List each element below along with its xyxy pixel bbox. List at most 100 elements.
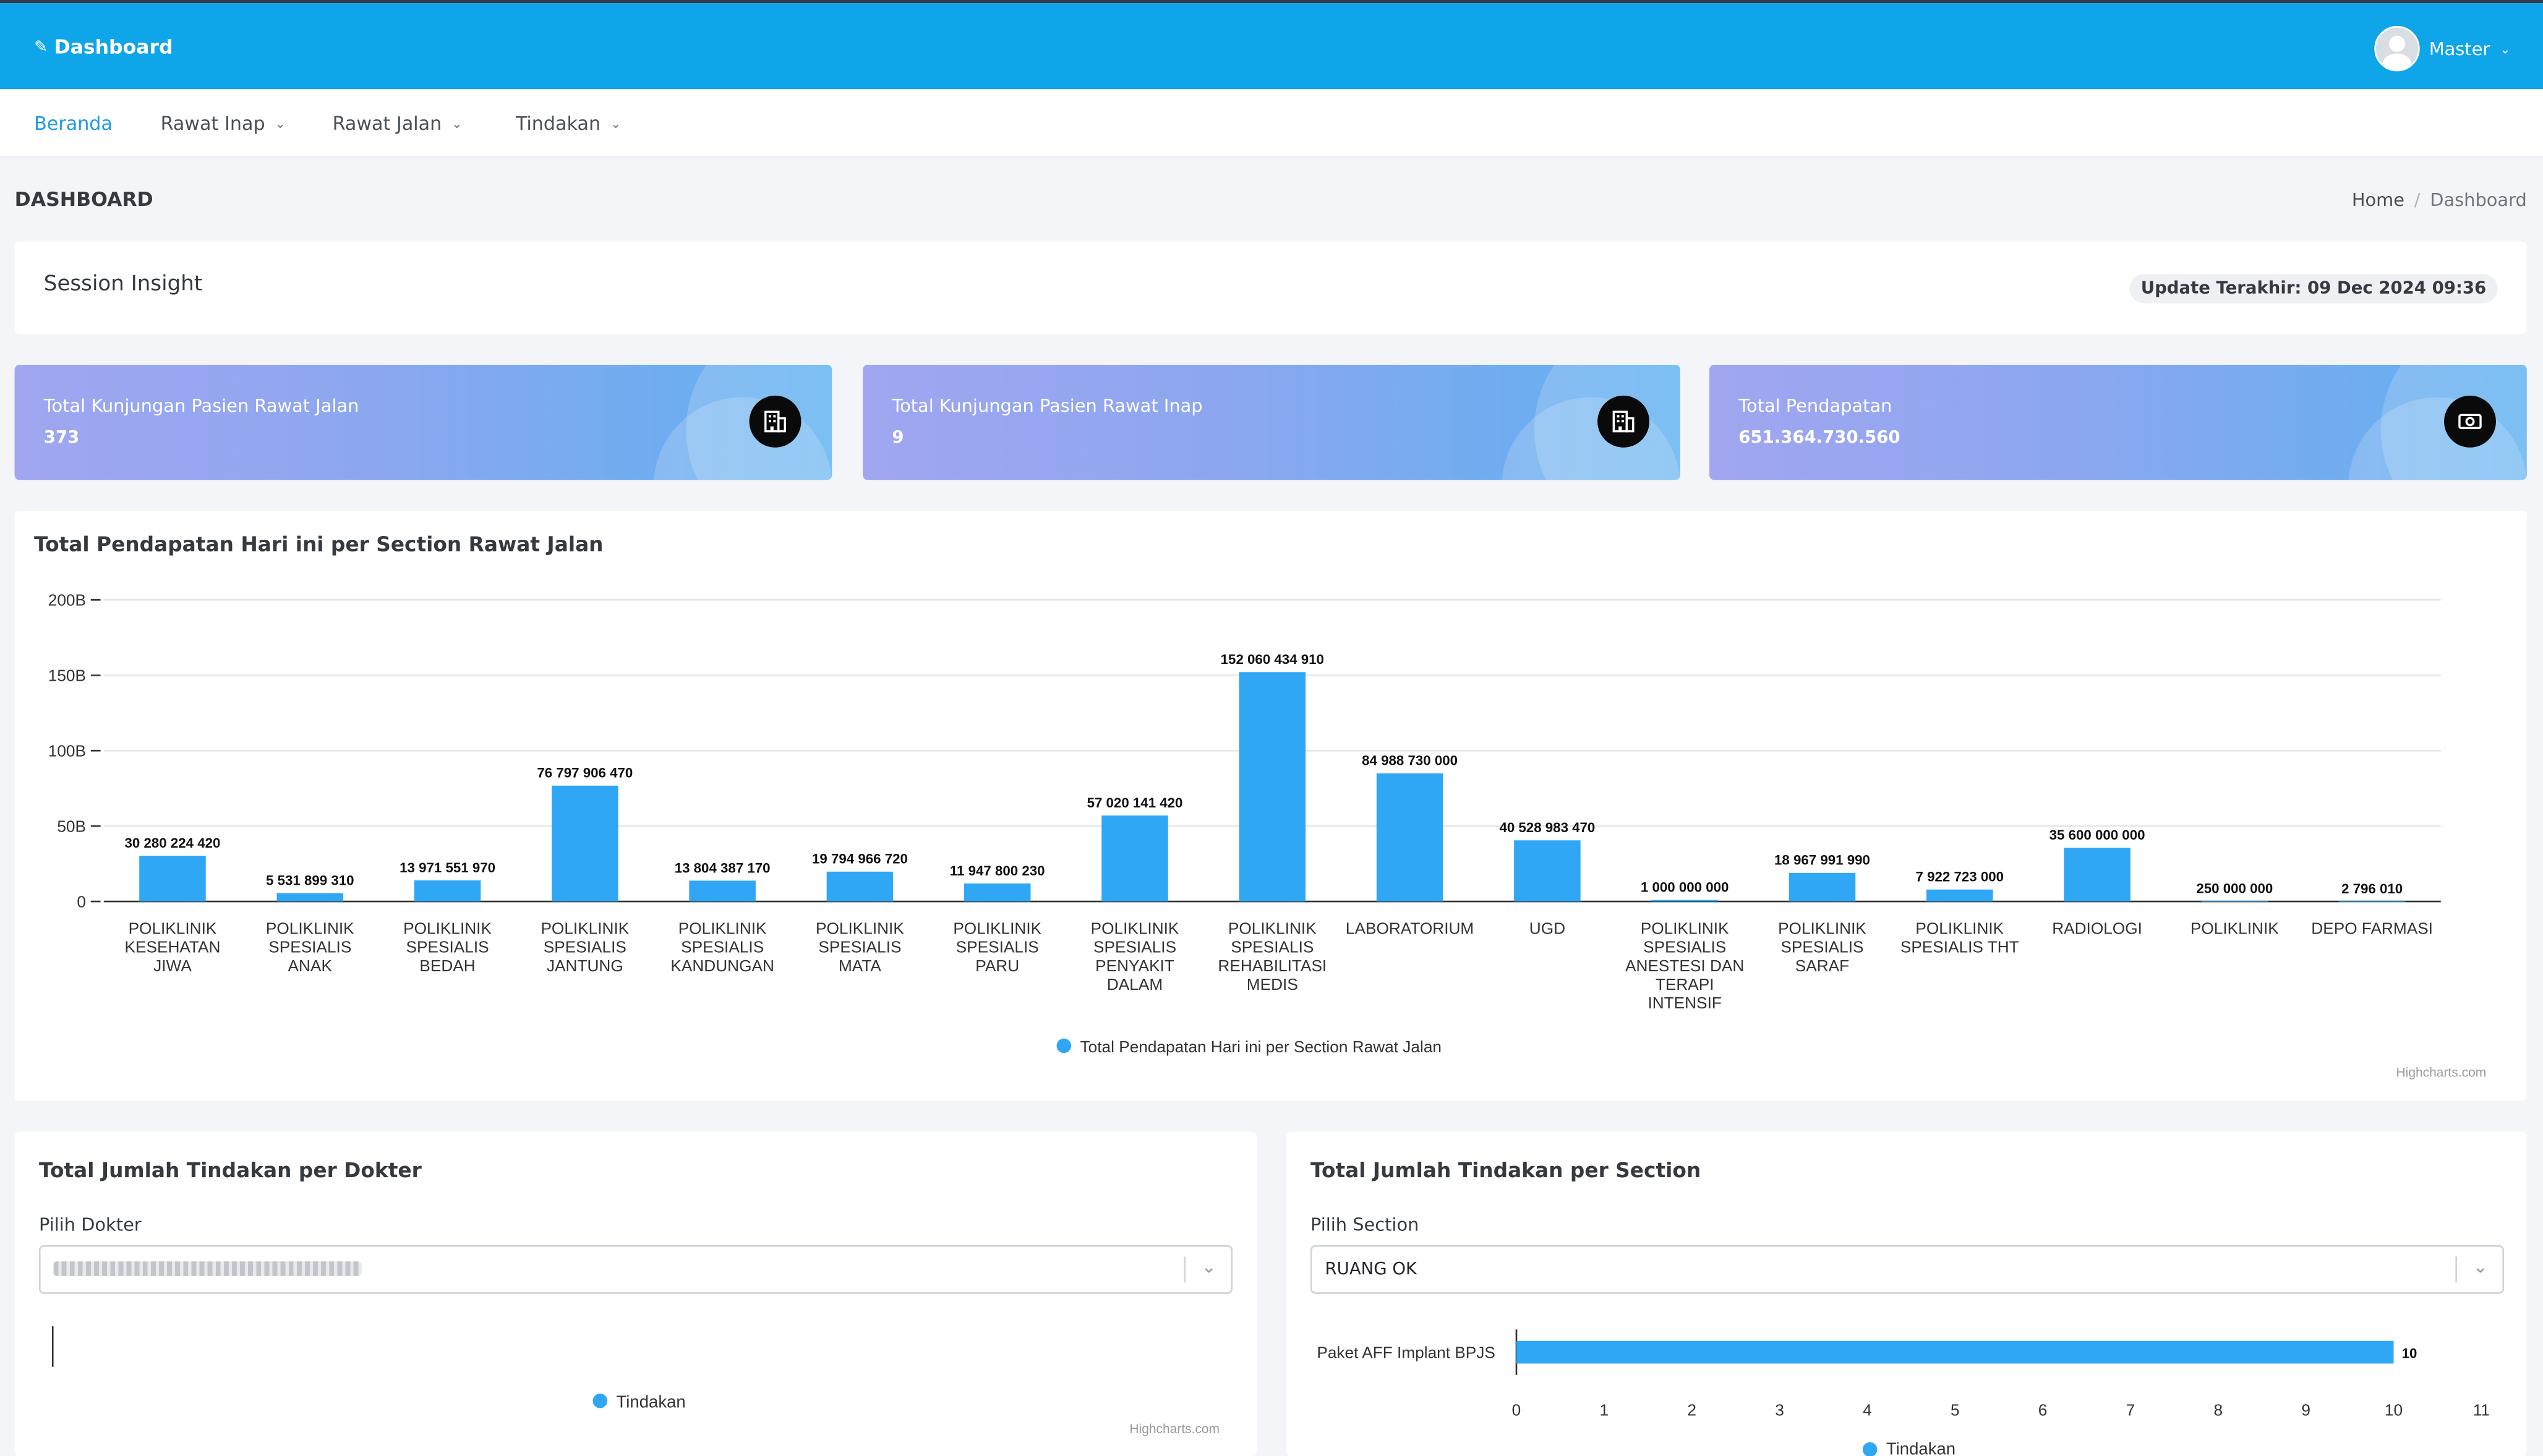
chevron-down-icon: ⌄ — [2499, 41, 2511, 56]
data-label: 250 000 000 — [2196, 880, 2273, 896]
chevron-down-icon: ⌄ — [2472, 1256, 2488, 1278]
data-label: 35 600 000 000 — [2049, 827, 2145, 843]
page-title: DASHBOARD — [14, 188, 153, 211]
nav-item-label: Tindakan — [515, 111, 601, 135]
section-select[interactable]: RUANG OK ⌄ — [1310, 1245, 2505, 1294]
stat-value: 373 — [43, 428, 80, 448]
x-tick-label: SPESIALIS — [1780, 938, 1863, 956]
legend-label: Tindakan — [617, 1392, 686, 1411]
bar — [2064, 848, 2131, 902]
x-tick-label: POLIKLINIK — [403, 919, 492, 938]
x-tick-label: 8 — [2213, 1400, 2223, 1419]
user-name: Master — [2429, 38, 2490, 59]
dokter-select[interactable]: ⌄ — [38, 1245, 1233, 1294]
x-tick-label: DEPO FARMASI — [2311, 919, 2433, 938]
nav-item-beranda[interactable]: Beranda — [34, 112, 113, 135]
breadcrumb-current: Dashboard — [2430, 189, 2527, 211]
nav-item-tindakan[interactable]: Tindakan ⌄ — [516, 112, 621, 135]
data-label: 76 797 906 470 — [537, 765, 633, 781]
y-tick-label: 200B — [48, 590, 86, 609]
stat-value: 651.364.730.560 — [1738, 428, 1900, 448]
stat-card-rawat-jalan: Total Kunjungan Pasien Rawat Jalan 373 — [14, 365, 832, 480]
x-tick-label: SPESIALIS — [406, 938, 489, 956]
data-label: 30 280 224 420 — [125, 835, 221, 851]
y-tick-label: 100B — [48, 741, 86, 760]
revenue-chart-card: Total Pendapatan Hari ini per Section Ra… — [14, 511, 2527, 1101]
x-tick-label: REHABILITASI — [1218, 956, 1327, 975]
nav-item-rawat-jalan[interactable]: Rawat Jalan ⌄ — [333, 112, 463, 135]
x-tick-label: 4 — [1863, 1400, 1872, 1419]
x-tick-label: 7 — [2126, 1400, 2135, 1419]
dokter-chart: Tindakan Highcharts.com — [51, 1326, 1220, 1436]
breadcrumb-home[interactable]: Home — [2351, 189, 2405, 211]
x-tick-label: JANTUNG — [547, 956, 623, 975]
y-tick-label: 50B — [57, 817, 86, 835]
x-tick-label: BEDAH — [419, 956, 475, 975]
data-label: 2 796 010 — [2341, 881, 2403, 896]
topbar: ✎ Dashboard Master ⌄ — [0, 3, 2543, 90]
x-tick-label: POLIKLINIK — [816, 919, 904, 938]
x-tick-label: POLIKLINIK — [129, 919, 217, 938]
bar — [139, 856, 206, 902]
nav-item-label: Beranda — [34, 111, 113, 135]
data-label: 13 971 551 970 — [400, 860, 495, 875]
breadcrumb-separator: / — [2414, 189, 2421, 211]
section-panel: Total Jumlah Tindakan per Section Pilih … — [1286, 1131, 2527, 1456]
field-label: Pilih Dokter — [38, 1214, 142, 1236]
x-tick-label: ANAK — [288, 956, 333, 975]
x-tick-label: SPESIALIS THT — [1900, 938, 2019, 956]
bar — [1101, 815, 1168, 902]
session-insight-card: Session Insight Update Terakhir: 09 Dec … — [14, 241, 2527, 334]
user-menu[interactable]: Master ⌄ — [2374, 25, 2511, 72]
x-tick-label: 5 — [1951, 1400, 1960, 1419]
building-icon — [1597, 395, 1650, 448]
bar — [1239, 672, 1306, 902]
x-tick-label: SPESIALIS — [956, 938, 1039, 956]
x-tick-label: INTENSIF — [1648, 994, 1721, 1012]
x-tick-label: SPESIALIS — [681, 938, 764, 956]
stat-label: Total Kunjungan Pasien Rawat Inap — [892, 395, 1203, 417]
bar — [1789, 872, 1856, 902]
legend-marker — [1056, 1038, 1072, 1054]
avatar — [2374, 25, 2419, 72]
bar — [1926, 889, 1993, 902]
x-tick-label: POLIKLINIK — [266, 919, 354, 938]
section-chart: 0 1 2 3 4 5 6 7 8 9 10 11 Paket AFF Implant BPJS 10 Ti… — [1317, 1329, 2490, 1456]
category-label: Paket AFF Implant BPJS — [1317, 1343, 1495, 1361]
status-badge: Update Terakhir: 09 Dec 2024 09:36 — [2129, 274, 2498, 304]
data-label: 19 794 966 720 — [812, 851, 908, 867]
x-tick-label: SPESIALIS — [1093, 938, 1176, 956]
data-label: 5 531 899 310 — [266, 872, 354, 888]
x-tick-label: KANDUNGAN — [670, 956, 774, 975]
chevron-down-icon: ⌄ — [451, 116, 463, 131]
x-tick-label: KESEHATAN — [125, 938, 221, 956]
stat-label: Total Kunjungan Pasien Rawat Jalan — [43, 395, 359, 417]
legend-label: Total Pendapatan Hari ini per Section Ra… — [1080, 1037, 1442, 1056]
dokter-panel: Total Jumlah Tindakan per Dokter Pilih D… — [14, 1131, 1257, 1456]
bar — [552, 785, 618, 902]
x-tick-label: 6 — [2038, 1400, 2048, 1419]
select-value: RUANG OK — [1325, 1259, 1417, 1280]
x-tick-label: 2 — [1687, 1400, 1696, 1419]
x-tick-label: 10 — [2385, 1400, 2403, 1419]
x-tick-label: 0 — [1512, 1400, 1521, 1419]
bar — [1514, 840, 1581, 902]
x-tick-label: POLIKLINIK — [1641, 919, 1729, 938]
stat-card-pendapatan: Total Pendapatan 651.364.730.560 — [1709, 365, 2527, 480]
brand[interactable]: ✎ Dashboard — [34, 36, 173, 59]
revenue-chart: 0 50B 100B 150B 200B 30 280 224 420 POLIKLINIK… — [48, 590, 2486, 1079]
nav-item-rawat-inap[interactable]: Rawat Inap ⌄ — [161, 112, 286, 135]
bar — [276, 893, 344, 902]
bar — [826, 871, 894, 902]
x-tick-label: POLIKLINIK — [1915, 919, 2004, 938]
chevron-down-icon: ⌄ — [1201, 1256, 1216, 1278]
main-nav: Beranda Rawat Inap ⌄ Rawat Jalan ⌄ Tinda… — [0, 89, 2543, 156]
top-border — [0, 0, 2543, 4]
x-tick-label: TERAPI — [1656, 975, 1714, 994]
x-tick-label: 9 — [2301, 1400, 2310, 1419]
x-tick-label: SPESIALIS — [818, 938, 901, 956]
bar — [414, 880, 481, 902]
x-tick-label: POLIKLINIK — [953, 919, 1041, 938]
x-tick-label: PARU — [975, 956, 1019, 975]
x-tick-label: PENYAKIT — [1095, 956, 1174, 975]
